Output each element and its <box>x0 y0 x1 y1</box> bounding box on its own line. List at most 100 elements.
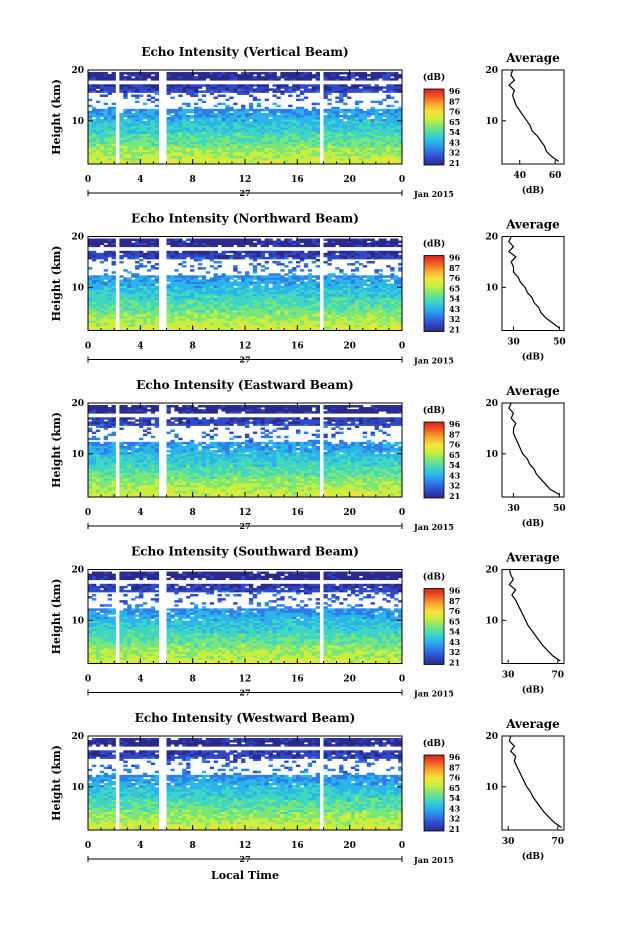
heatmap-cell <box>303 145 309 149</box>
heatmap-cell <box>99 90 105 93</box>
heatmap-cell <box>354 261 360 264</box>
heatmap-cell <box>327 161 332 165</box>
heatmap-cell <box>398 151 403 155</box>
heatmap-cell <box>123 145 128 149</box>
colorbar-tick-label: 32 <box>449 148 460 158</box>
heatmap-cell <box>335 127 340 130</box>
heatmap-cell <box>139 74 144 77</box>
heatmap-cell <box>323 125 328 128</box>
heatmap-cell <box>178 131 183 134</box>
heatmap-cell <box>303 96 309 100</box>
heatmap-cell <box>299 127 305 130</box>
heatmap-cell <box>245 161 250 165</box>
heatmap-cell <box>225 86 230 89</box>
heatmap-cell <box>241 159 246 163</box>
heatmap-cell <box>88 133 93 136</box>
heatmap-cell <box>131 153 136 157</box>
heatmap-cell <box>264 135 269 138</box>
heatmap-cell <box>154 108 160 112</box>
heatmap-cell <box>252 137 258 140</box>
heatmap-cell <box>398 84 403 87</box>
heatmap-cell <box>394 275 399 278</box>
heatmap-cell <box>347 131 352 134</box>
heatmap-cell <box>386 114 391 118</box>
heatmap-cell <box>362 84 368 87</box>
heatmap-cell <box>190 143 195 147</box>
heatmap-cell <box>370 108 375 112</box>
heatmap-cell <box>311 135 317 138</box>
heatmap-cell <box>303 147 309 151</box>
heatmap-cell <box>256 119 262 122</box>
heatmap-cell <box>370 133 375 136</box>
heatmap-cell <box>303 78 309 81</box>
heatmap-cell <box>358 125 364 128</box>
heatmap-cell <box>241 161 246 165</box>
heatmap-cell <box>245 90 250 93</box>
heatmap-cell <box>276 110 281 114</box>
heatmap-cell <box>358 114 364 118</box>
heatmap-cell <box>292 72 297 75</box>
heatmap-cell <box>205 153 211 157</box>
heatmap-cell <box>303 151 309 155</box>
heatmap-cell <box>260 114 266 118</box>
heatmap-cell <box>217 94 222 97</box>
heatmap-cell <box>229 139 234 142</box>
heatmap-cell <box>335 121 340 124</box>
heatmap-cell <box>268 108 273 112</box>
heatmap-cell <box>201 74 207 77</box>
heatmap-cell <box>248 121 254 124</box>
heatmap-cell <box>315 139 320 142</box>
heatmap-cell <box>307 112 313 116</box>
heatmap-cell <box>139 112 144 116</box>
heatmap-cell <box>335 88 340 91</box>
heatmap-cell <box>299 106 305 110</box>
heatmap-cell <box>343 153 348 157</box>
heatmap-cell <box>225 135 230 138</box>
heatmap-cell <box>103 74 109 77</box>
heatmap-cell <box>299 139 305 142</box>
heatmap-cell <box>303 110 309 114</box>
heatmap-cell <box>280 123 285 126</box>
heatmap-cell <box>205 157 211 161</box>
heatmap-cell <box>252 159 258 163</box>
heatmap-cell <box>303 275 309 278</box>
heatmap-cell <box>315 147 320 151</box>
heatmap-cell <box>88 86 93 89</box>
heatmap-cell <box>166 137 171 140</box>
heatmap-cell <box>374 131 379 134</box>
heatmap-cell <box>394 119 399 122</box>
heatmap-cell <box>166 108 171 112</box>
heatmap-cell <box>209 117 215 120</box>
heatmap-cell <box>225 139 230 142</box>
heatmap-cell <box>119 84 124 87</box>
heatmap-cell <box>217 90 222 93</box>
heatmap-cell <box>150 135 156 138</box>
heatmap-cell <box>248 147 254 151</box>
heatmap-cell <box>264 106 269 110</box>
heatmap-cell <box>95 119 101 122</box>
heatmap-cell <box>154 104 160 108</box>
heatmap-cell <box>201 267 207 270</box>
heatmap-cell <box>335 153 340 157</box>
heatmap-cell <box>245 76 250 79</box>
heatmap-cell <box>272 108 277 112</box>
heatmap-cell <box>350 108 356 112</box>
heatmap-cell <box>91 84 97 87</box>
heatmap-cell <box>229 151 234 155</box>
heatmap-cell <box>347 127 352 130</box>
heatmap-cell <box>362 159 368 163</box>
heatmap-cell <box>150 96 156 100</box>
heatmap-cell <box>256 90 262 93</box>
heatmap-cell <box>252 78 258 81</box>
heatmap-cell <box>241 108 246 112</box>
heatmap-cell <box>154 267 160 270</box>
heatmap-cell <box>237 281 242 284</box>
heatmap-cell <box>201 159 207 163</box>
heatmap-cell <box>193 159 199 163</box>
heatmap-cell <box>268 129 273 132</box>
heatmap-cell <box>213 151 218 155</box>
heatmap-cell <box>209 119 215 122</box>
heatmap-cell <box>276 129 281 132</box>
heatmap-cell <box>248 263 254 266</box>
heatmap-cell <box>272 261 277 264</box>
